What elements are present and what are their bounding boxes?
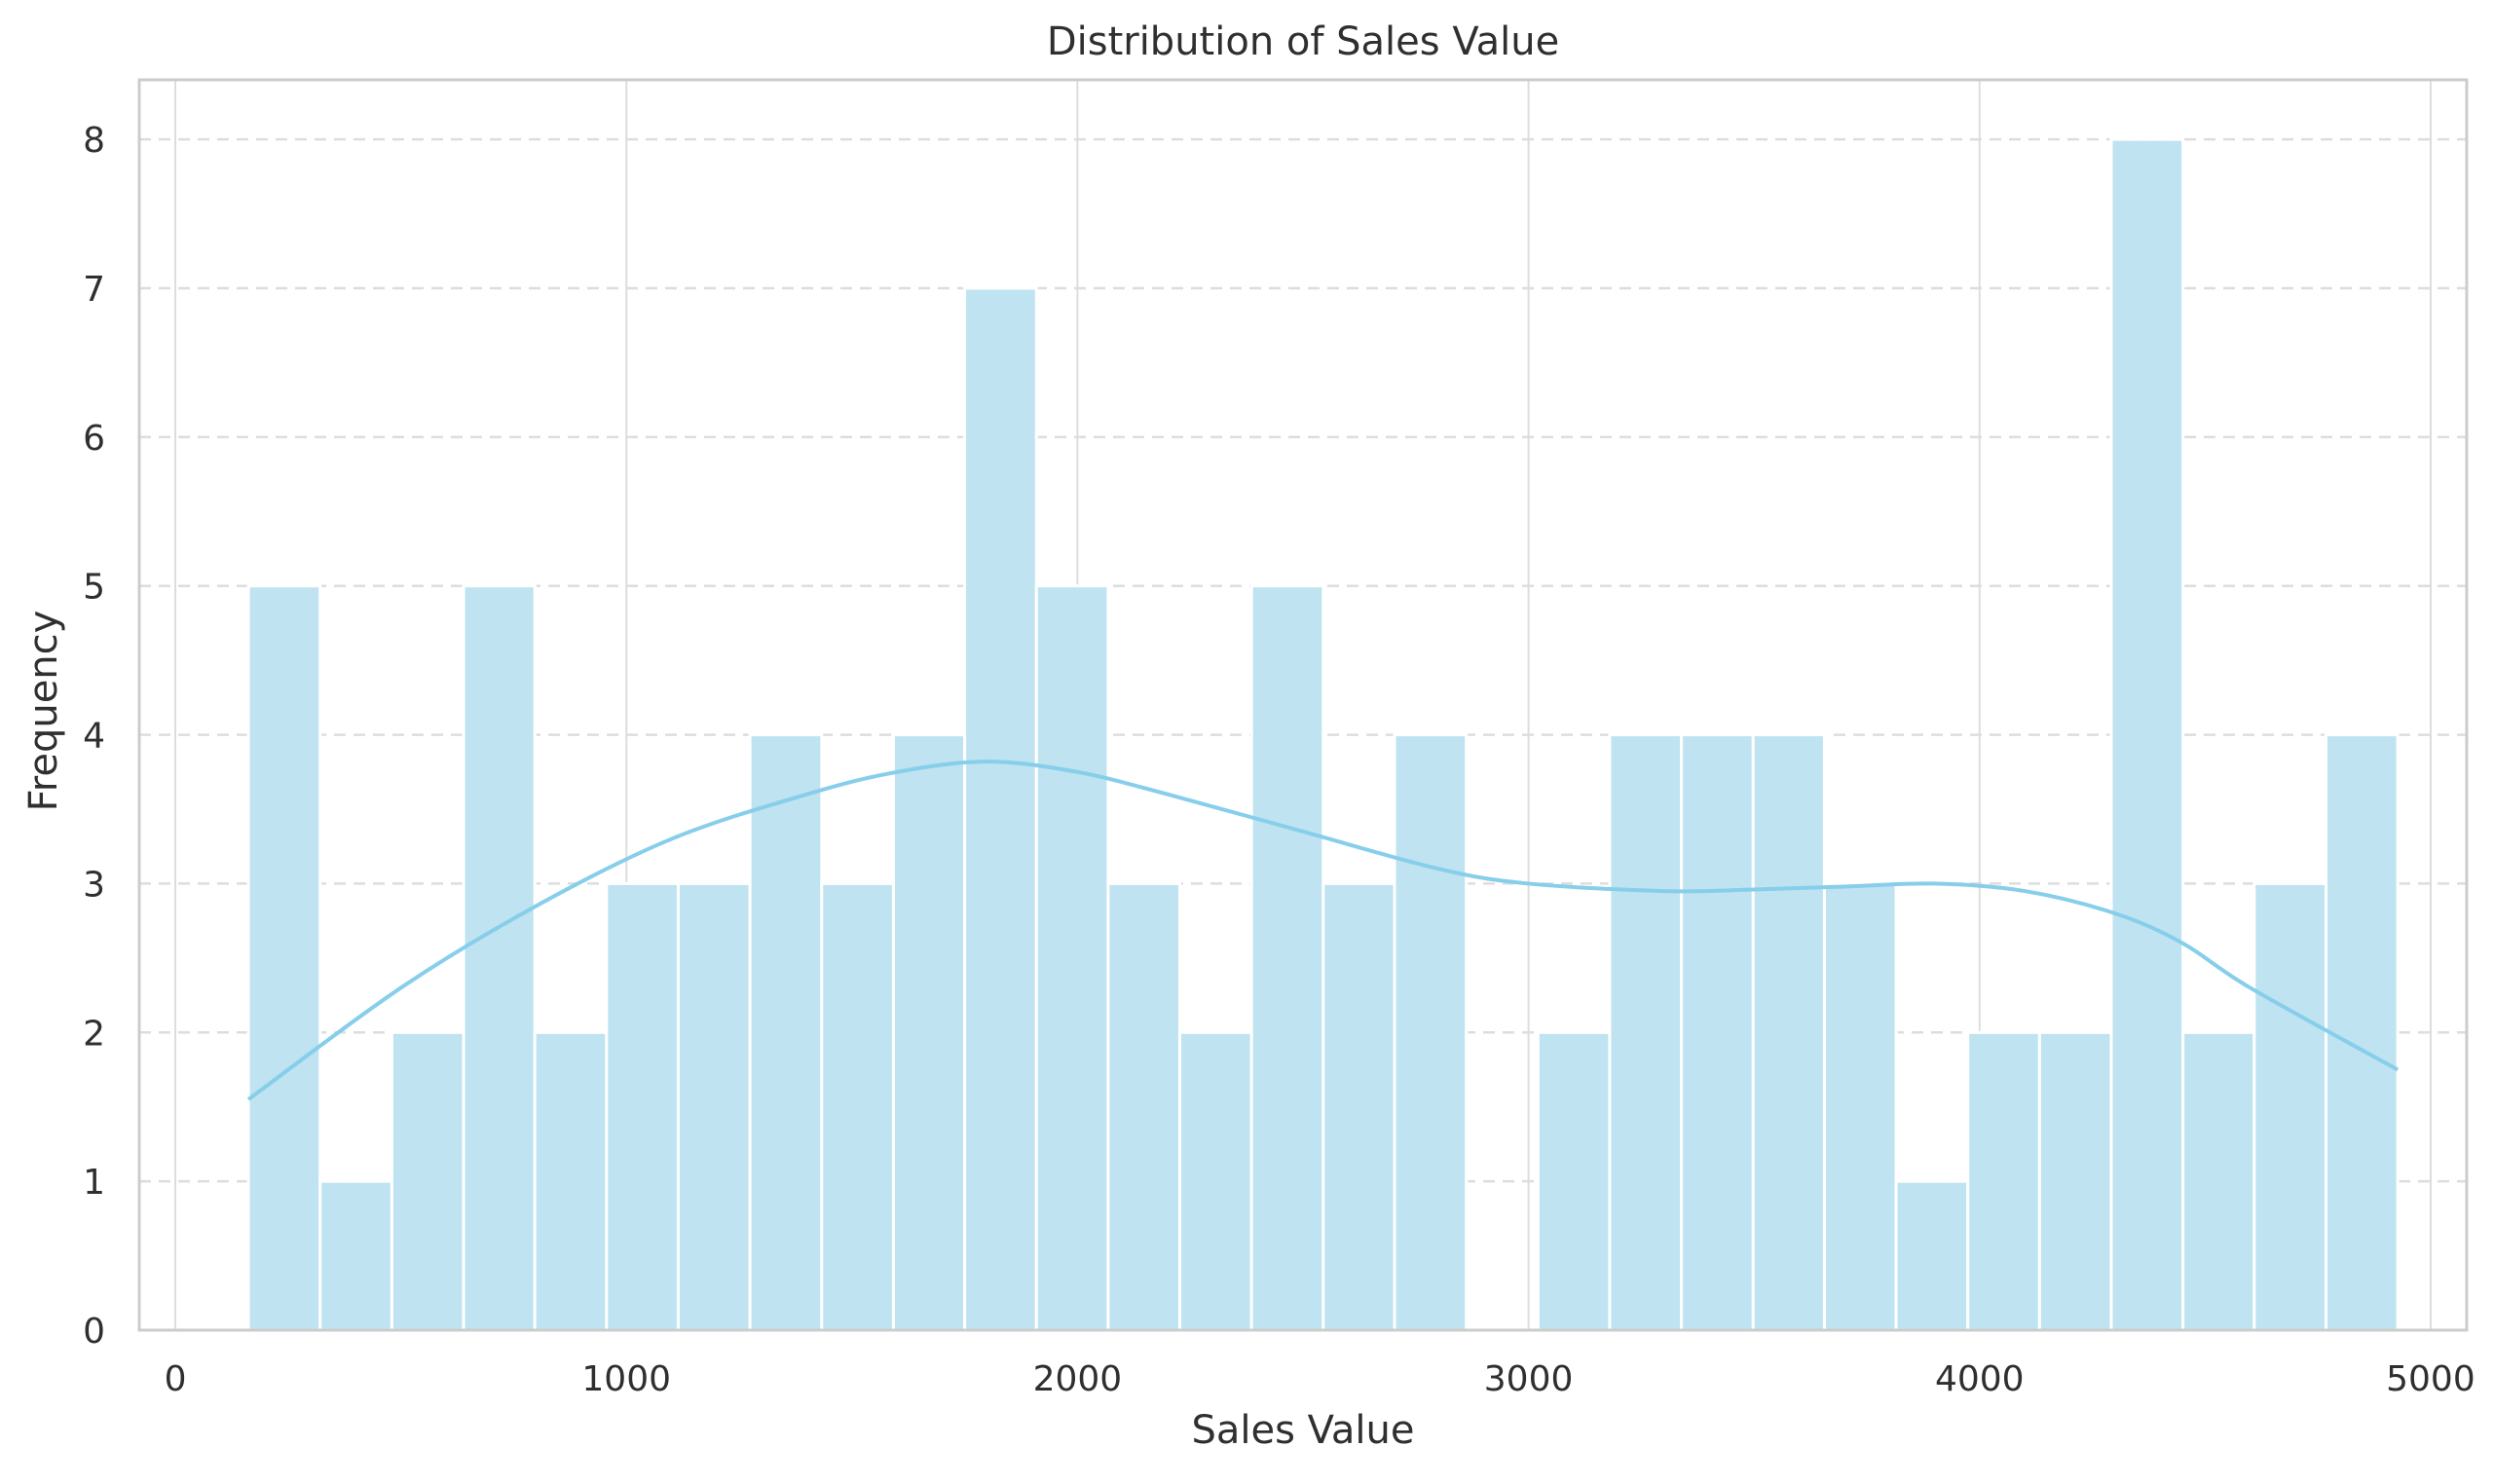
histogram-bar bbox=[1966, 1030, 2041, 1332]
histogram-bar bbox=[1249, 584, 1325, 1332]
histogram-bar bbox=[963, 286, 1038, 1332]
histogram-bar bbox=[390, 1030, 465, 1332]
kde-curve-group bbox=[246, 760, 2400, 1101]
histogram-bar bbox=[1751, 733, 1826, 1332]
x-tick-label: 0 bbox=[165, 1359, 187, 1399]
x-axis-label: Sales Value bbox=[1191, 1408, 1414, 1453]
x-tick-label: 3000 bbox=[1484, 1359, 1574, 1399]
histogram-bar bbox=[533, 1030, 609, 1332]
histogram-bar bbox=[1321, 881, 1396, 1332]
y-tick-label: 4 bbox=[83, 717, 105, 757]
histogram-bar bbox=[676, 881, 752, 1332]
histogram-bar bbox=[820, 881, 895, 1332]
histogram-bar bbox=[2324, 733, 2400, 1332]
histogram-bar bbox=[1393, 733, 1469, 1332]
x-tick-label: 5000 bbox=[2386, 1359, 2475, 1399]
histogram-bar bbox=[1178, 1030, 1253, 1332]
kde-curve bbox=[246, 760, 2400, 1101]
histogram-bar bbox=[246, 584, 322, 1332]
histogram-bar bbox=[462, 584, 537, 1332]
histogram-bar bbox=[1536, 1030, 1612, 1332]
histogram-bars bbox=[246, 137, 2400, 1332]
x-tick-label: 1000 bbox=[581, 1359, 671, 1399]
histogram-bar bbox=[1034, 584, 1110, 1332]
y-tick-label: 5 bbox=[83, 568, 105, 608]
histogram-bar bbox=[1106, 881, 1182, 1332]
histogram-bar bbox=[318, 1179, 393, 1332]
x-tick-label: 4000 bbox=[1935, 1359, 2025, 1399]
y-tick-label: 2 bbox=[83, 1014, 105, 1054]
chart-title: Distribution of Sales Value bbox=[1047, 19, 1559, 64]
x-tick-label: 2000 bbox=[1033, 1359, 1123, 1399]
y-tick-label: 1 bbox=[83, 1163, 105, 1203]
y-tick-labels: 0 1 2 3 4 5 6 7 8 bbox=[83, 121, 105, 1352]
y-axis-label: Frequency bbox=[21, 611, 66, 812]
histogram-bar bbox=[891, 733, 967, 1332]
histogram-bar bbox=[2252, 881, 2327, 1332]
histogram-bar bbox=[605, 881, 680, 1332]
histogram-bar bbox=[1608, 733, 1684, 1332]
histogram-bar bbox=[1822, 881, 1898, 1332]
y-tick-label: 7 bbox=[83, 270, 105, 310]
histogram-bar bbox=[1680, 733, 1755, 1332]
histogram-bar bbox=[2181, 1030, 2256, 1332]
histogram-bar bbox=[1894, 1179, 1970, 1332]
y-tick-label: 8 bbox=[83, 121, 105, 161]
x-tick-labels: 0 1000 2000 3000 4000 5000 bbox=[165, 1359, 2475, 1399]
histogram-bar bbox=[748, 733, 824, 1332]
y-tick-label: 6 bbox=[83, 419, 105, 459]
y-tick-label: 0 bbox=[83, 1312, 105, 1352]
histogram-bar bbox=[2037, 1030, 2113, 1332]
y-tick-label: 3 bbox=[83, 865, 105, 905]
plot-frame bbox=[137, 78, 2469, 1332]
histogram-bar bbox=[2109, 137, 2185, 1332]
